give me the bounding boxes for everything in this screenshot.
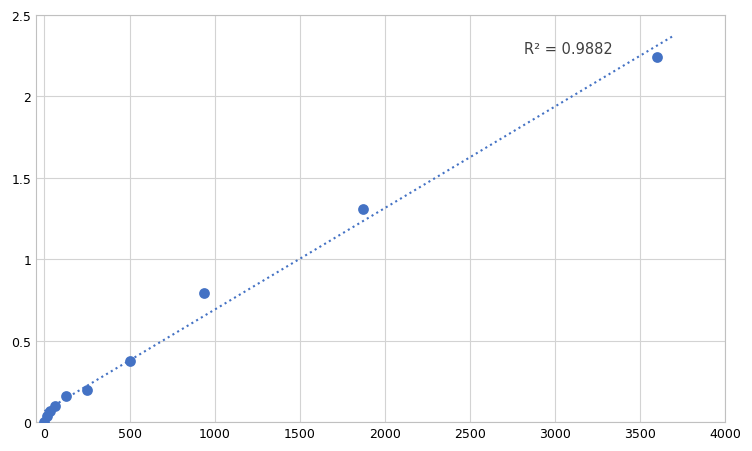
Point <box>123 358 135 365</box>
Point <box>81 387 93 394</box>
Point <box>38 419 50 426</box>
Point <box>198 290 210 297</box>
Point <box>357 206 369 213</box>
Point <box>59 392 71 400</box>
Point <box>49 402 61 410</box>
Point <box>44 407 56 414</box>
Text: R² = 0.9882: R² = 0.9882 <box>524 41 613 56</box>
Point <box>41 412 53 419</box>
Point <box>651 55 663 62</box>
